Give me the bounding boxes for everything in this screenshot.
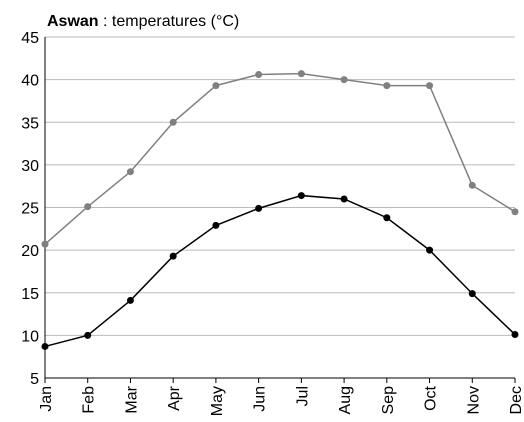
series-line bbox=[44, 72, 516, 245]
point bbox=[383, 82, 391, 90]
x-tick-label: Apr bbox=[166, 385, 183, 411]
point bbox=[169, 118, 177, 126]
x-tick-label: Dec bbox=[508, 386, 524, 414]
y-tick-label: 15 bbox=[21, 286, 39, 303]
point bbox=[511, 331, 519, 339]
x-tick-label: Jan bbox=[38, 386, 55, 412]
point bbox=[41, 342, 49, 350]
y-tick-label: 25 bbox=[21, 201, 39, 218]
point bbox=[41, 240, 49, 248]
point bbox=[426, 246, 434, 254]
point bbox=[255, 71, 263, 79]
y-tick-label: 35 bbox=[21, 115, 39, 132]
point bbox=[84, 203, 92, 211]
point bbox=[126, 296, 134, 304]
point bbox=[255, 204, 263, 212]
y-tick-label: 20 bbox=[21, 243, 39, 260]
point bbox=[340, 195, 348, 203]
x-tick-label: Jul bbox=[294, 386, 311, 406]
x-tick-label: Feb bbox=[81, 386, 98, 414]
title-text: : temperatures (°C) bbox=[99, 13, 240, 30]
y-tick-label: 5 bbox=[30, 371, 39, 388]
x-tick-label: Aug bbox=[337, 386, 354, 414]
point bbox=[426, 82, 434, 90]
point bbox=[468, 181, 476, 189]
point bbox=[212, 221, 220, 229]
x-tick-label: Nov bbox=[465, 386, 482, 414]
point bbox=[468, 290, 476, 298]
y-tick-label: 10 bbox=[21, 328, 39, 345]
x-tick-label: Sep bbox=[380, 386, 397, 415]
point bbox=[511, 208, 519, 216]
x-tick-label: May bbox=[209, 386, 226, 416]
point bbox=[84, 331, 92, 339]
point bbox=[297, 192, 305, 200]
y-tick-label: 45 bbox=[21, 30, 39, 47]
point bbox=[126, 168, 134, 176]
x-tick-label: Oct bbox=[423, 385, 440, 410]
point bbox=[383, 214, 391, 222]
point bbox=[340, 76, 348, 84]
y-tick-label: 30 bbox=[21, 158, 39, 175]
x-tick-label: Mar bbox=[123, 385, 140, 413]
chart-title: Aswan : temperatures (°C) bbox=[47, 13, 239, 30]
x-tick-label: Jun bbox=[252, 386, 269, 412]
y-tick-label: 40 bbox=[21, 73, 39, 90]
point bbox=[169, 252, 177, 260]
series-line bbox=[44, 194, 516, 348]
point bbox=[212, 82, 220, 90]
point bbox=[297, 70, 305, 78]
title-place: Aswan bbox=[47, 13, 99, 30]
